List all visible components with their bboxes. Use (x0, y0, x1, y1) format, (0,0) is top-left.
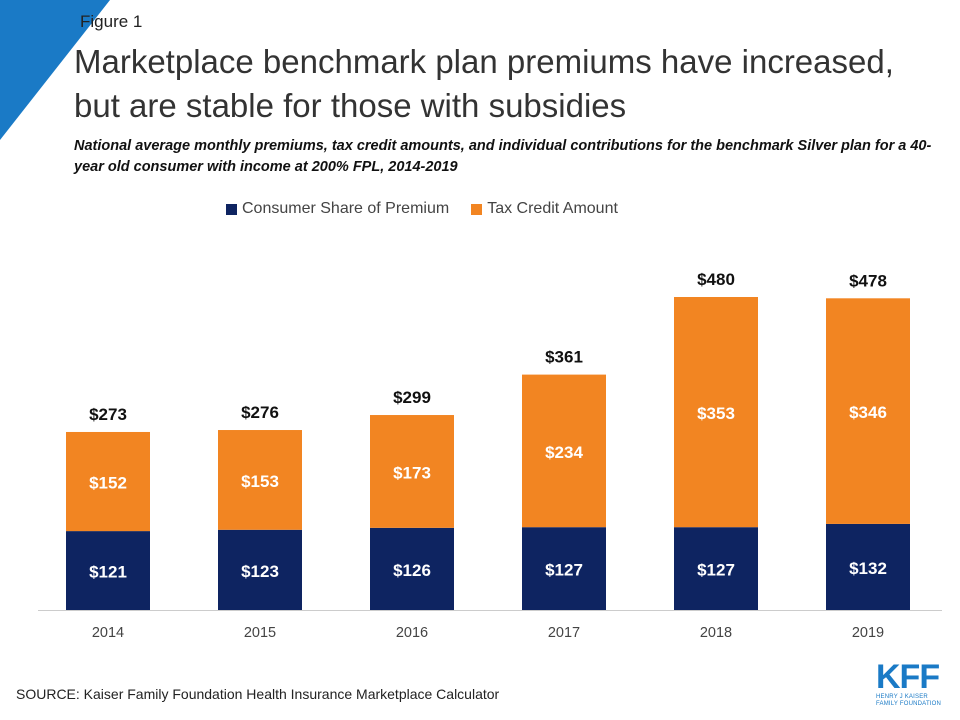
logo-line-2: FAMILY FOUNDATION (876, 701, 942, 707)
logo-mark: KFF (876, 658, 940, 696)
total-label-2019: $478 (849, 271, 887, 290)
chart-title: Marketplace benchmark plan premiums have… (74, 43, 894, 124)
total-label-2014: $273 (89, 405, 127, 424)
source-note: SOURCE: Kaiser Family Foundation Health … (16, 686, 500, 702)
x-tick-label-2018: 2018 (700, 625, 732, 641)
stacked-bar-chart: $121 $152 $273 2014 $123 $153 $276 2015 $126 $173… (38, 270, 942, 641)
kff-logo: KFF HENRY J KAISER FAMILY FOUNDATION (876, 660, 948, 708)
bar-consumer-2018 (674, 527, 758, 610)
x-tick-label-2017: 2017 (548, 625, 580, 641)
bar-tax-credit-2019 (826, 298, 910, 524)
x-tick-label-2014: 2014 (92, 625, 124, 641)
data-label-tax-credit-2014: $152 (89, 474, 127, 493)
x-tick-label-2019: 2019 (852, 625, 884, 641)
data-label-consumer-2014: $121 (89, 563, 127, 582)
data-label-consumer-2018: $127 (697, 561, 735, 580)
data-label-consumer-2015: $123 (241, 562, 279, 581)
data-label-consumer-2019: $132 (849, 559, 887, 578)
data-label-tax-credit-2019: $346 (849, 403, 887, 422)
legend-item-consumer: Consumer Share of Premium (226, 200, 449, 218)
figure-label: Figure 1 (80, 12, 143, 31)
data-label-tax-credit-2016: $173 (393, 463, 431, 482)
bar-consumer-2017 (522, 527, 606, 610)
chart-subtitle: National average monthly premiums, tax c… (74, 138, 932, 175)
legend-label-consumer: Consumer Share of Premium (242, 200, 450, 217)
legend-swatch-tax-credit (471, 203, 483, 215)
total-label-2015: $276 (241, 403, 279, 422)
bar-consumer-2016 (370, 527, 454, 610)
data-label-consumer-2017: $127 (545, 561, 583, 580)
bar-tax-credit-2016 (370, 415, 454, 528)
total-label-2016: $299 (393, 388, 431, 407)
bar-consumer-2014 (66, 531, 150, 610)
data-label-consumer-2016: $126 (393, 561, 431, 580)
chart-legend: Consumer Share of Premium Tax Credit Amo… (226, 200, 640, 218)
bar-tax-credit-2018 (674, 297, 758, 528)
data-label-tax-credit-2018: $353 (697, 404, 735, 423)
bar-tax-credit-2015 (218, 430, 302, 530)
legend-item-tax-credit: Tax Credit Amount (471, 200, 618, 218)
data-label-tax-credit-2017: $234 (545, 443, 583, 462)
legend-swatch-consumer (226, 203, 237, 215)
legend-label-tax-credit: Tax Credit Amount (487, 200, 618, 217)
bar-consumer-2015 (218, 529, 302, 610)
total-label-2017: $361 (545, 348, 583, 367)
logo-line-1: HENRY J KAISER (876, 694, 928, 700)
corner-accent (0, 0, 110, 140)
bar-consumer-2019 (826, 523, 910, 610)
bar-tax-credit-2014 (66, 431, 150, 532)
total-label-2018: $480 (697, 270, 735, 289)
data-label-tax-credit-2015: $153 (241, 472, 279, 491)
bar-tax-credit-2017 (522, 374, 606, 528)
x-tick-label-2015: 2015 (244, 625, 276, 641)
x-tick-label-2016: 2016 (396, 625, 428, 641)
